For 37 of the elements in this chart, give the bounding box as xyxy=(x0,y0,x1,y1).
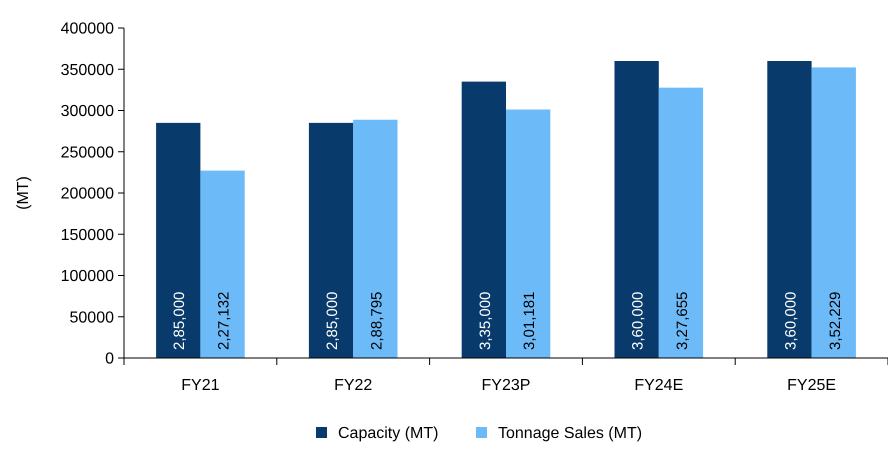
bar xyxy=(156,122,200,358)
y-tick-label: 150000 xyxy=(60,226,114,244)
bar xyxy=(353,120,398,358)
data-label: 3,35,000 xyxy=(476,292,494,350)
x-tick-label: FY22 xyxy=(334,377,372,394)
y-axis-title: (MT) xyxy=(15,176,32,210)
data-label: 3,27,655 xyxy=(674,292,691,350)
bar xyxy=(200,170,245,358)
data-label: 3,52,229 xyxy=(826,292,844,350)
y-tick-label: 200000 xyxy=(60,186,114,203)
bar xyxy=(614,61,659,358)
bar xyxy=(506,110,550,358)
y-tick-label: 250000 xyxy=(60,144,114,162)
bar xyxy=(308,122,354,358)
bar xyxy=(767,61,812,358)
data-label: 3,01,181 xyxy=(521,292,538,350)
legend-label: Capacity (MT) xyxy=(338,425,438,442)
x-tick-label: FY24E xyxy=(634,377,684,394)
data-label: 2,88,795 xyxy=(368,292,386,350)
bar xyxy=(658,88,704,358)
data-label: 2,85,000 xyxy=(171,292,188,350)
data-label: 3,60,000 xyxy=(630,292,647,350)
y-tick-label: 0 xyxy=(105,350,114,368)
y-tick-label: 50000 xyxy=(70,309,114,326)
y-tick-label: 350000 xyxy=(60,62,114,79)
bar xyxy=(462,82,506,358)
y-tick-label: 300000 xyxy=(60,103,114,120)
x-tick-label: FY25E xyxy=(787,377,836,394)
y-tick-label: 400000 xyxy=(60,20,114,38)
legend-label: Tonnage Sales (MT) xyxy=(498,425,642,442)
data-label: 3,60,000 xyxy=(782,292,800,350)
y-tick-label: 100000 xyxy=(60,268,114,286)
bar xyxy=(812,67,856,358)
data-label: 2,27,132 xyxy=(216,292,233,350)
data-label: 2,85,000 xyxy=(324,292,342,350)
x-tick-label: FY23P xyxy=(482,377,530,394)
x-tick-label: FY21 xyxy=(181,377,220,394)
